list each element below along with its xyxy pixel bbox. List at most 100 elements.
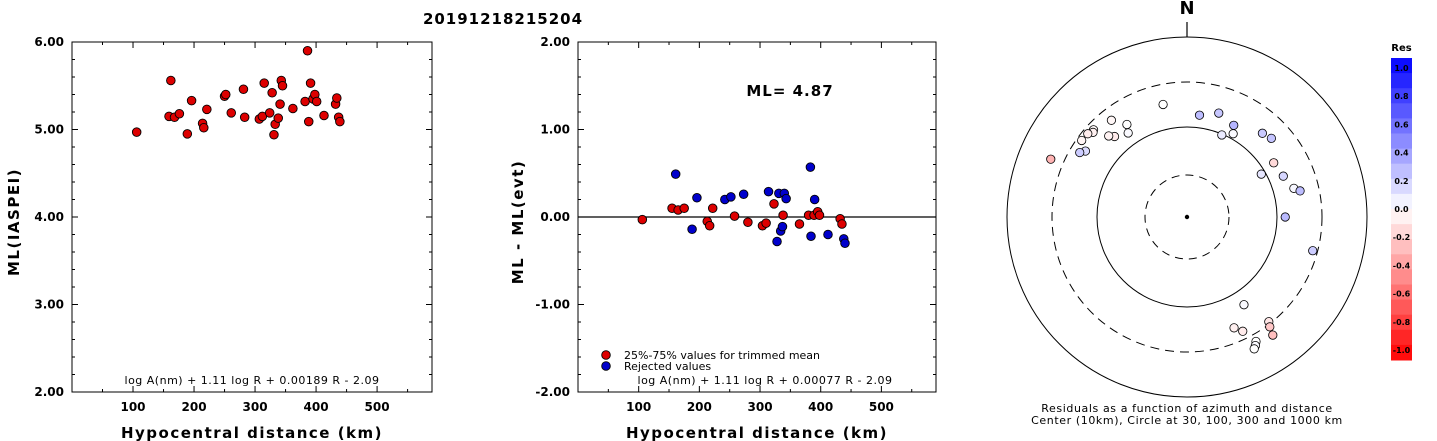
data-point bbox=[781, 193, 791, 204]
colorbar-segment bbox=[1391, 58, 1412, 74]
colorbar-tick-label: -1.0 bbox=[1393, 346, 1411, 355]
data-point bbox=[707, 203, 718, 213]
station-point bbox=[1106, 115, 1117, 125]
station-point bbox=[1229, 120, 1239, 130]
data-point bbox=[726, 192, 736, 202]
y-tick-label: 0.00 bbox=[540, 210, 570, 224]
ring-100km bbox=[1096, 126, 1278, 308]
data-point bbox=[687, 224, 697, 234]
data-point bbox=[743, 217, 753, 227]
colorbar-segment bbox=[1391, 118, 1412, 134]
station-point bbox=[1217, 130, 1227, 140]
data-point bbox=[761, 218, 771, 228]
station-point bbox=[1075, 147, 1085, 158]
ml-residual-panel: 100 200 300 400 500 -2.00 -1.00 0.00 1.00 2.00 Hyp… bbox=[509, 35, 937, 441]
data-point bbox=[332, 93, 342, 103]
data-point bbox=[794, 219, 805, 229]
caption-line-2: Center (10km), Circle at 30, 100, 300 an… bbox=[1031, 414, 1343, 427]
data-point bbox=[269, 129, 279, 140]
colorbar-tick-label: -0.4 bbox=[1393, 261, 1411, 270]
y-axis-label: ML(IASPEI) bbox=[5, 168, 23, 276]
x-tick-label: 100 bbox=[626, 400, 651, 414]
data-point bbox=[199, 122, 209, 133]
colorbar-tick-label: 0.4 bbox=[1394, 149, 1409, 158]
colorbar-segment bbox=[1391, 209, 1412, 225]
data-point bbox=[238, 84, 249, 94]
data-point bbox=[738, 189, 749, 199]
station-point bbox=[1123, 128, 1133, 138]
data-point bbox=[777, 221, 788, 232]
station-point bbox=[1104, 131, 1114, 141]
colorbar-segment bbox=[1391, 299, 1412, 316]
data-point bbox=[303, 116, 314, 127]
data-point bbox=[704, 220, 715, 231]
colorbar-tick-label: 0.0 bbox=[1394, 205, 1409, 214]
caption-line-1: Residuals as a function of azimuth and d… bbox=[1041, 402, 1332, 415]
colorbar-tick-label: 1.0 bbox=[1394, 64, 1409, 73]
station-point bbox=[1308, 246, 1318, 256]
colorbar-segment bbox=[1391, 178, 1412, 195]
colorbar-segment bbox=[1391, 344, 1412, 361]
x-tick-label: 400 bbox=[304, 400, 329, 414]
x-tick-label: 200 bbox=[687, 400, 712, 414]
figure-title: 20191218215204 bbox=[423, 10, 583, 28]
station-point bbox=[1268, 330, 1278, 340]
station-point bbox=[1269, 158, 1279, 168]
colorbar-segment bbox=[1391, 269, 1412, 285]
station-point bbox=[1228, 129, 1238, 139]
data-point bbox=[226, 108, 237, 118]
colorbar-segment bbox=[1391, 73, 1412, 89]
attenuation-formula: log A(nm) + 1.11 log R + 0.00189 R - 2.0… bbox=[125, 374, 380, 387]
ring-300km bbox=[1051, 81, 1323, 353]
station-point bbox=[1239, 300, 1249, 310]
legend-marker bbox=[601, 361, 611, 371]
colorbar-tick-label: 0.6 bbox=[1394, 120, 1409, 129]
data-point bbox=[174, 108, 185, 119]
colorbar-segment bbox=[1391, 284, 1412, 301]
colorbar-segment bbox=[1391, 239, 1412, 255]
x-tick-label: 500 bbox=[365, 400, 390, 414]
colorbar-title: Res bbox=[1391, 43, 1411, 54]
station-point bbox=[1122, 119, 1132, 130]
station-point bbox=[1295, 186, 1305, 196]
data-point bbox=[319, 110, 329, 121]
legend-label: 25%-75% values for trimmed mean bbox=[624, 349, 820, 362]
legend-marker bbox=[601, 350, 611, 360]
station-point bbox=[1083, 129, 1093, 139]
colorbar-segment bbox=[1391, 88, 1412, 104]
data-point bbox=[182, 129, 193, 139]
colorbar-segment bbox=[1391, 224, 1412, 240]
data-point bbox=[275, 99, 285, 109]
data-point bbox=[273, 113, 283, 123]
colorbar-segment bbox=[1391, 103, 1412, 119]
colorbar-segment bbox=[1391, 193, 1412, 210]
station-point bbox=[1046, 154, 1056, 164]
data-point bbox=[670, 169, 681, 179]
colorbar-segment bbox=[1391, 133, 1412, 150]
data-point bbox=[264, 108, 275, 118]
station-point bbox=[1249, 344, 1259, 354]
y-axis-label: ML - ML(evt) bbox=[509, 160, 527, 284]
colorbar-segment bbox=[1391, 254, 1412, 270]
data-point bbox=[679, 203, 689, 213]
data-point bbox=[259, 78, 269, 88]
station-point bbox=[1214, 108, 1224, 118]
ml-annotation: ML= 4.87 bbox=[746, 82, 833, 100]
colorbar-tick-label: -0.8 bbox=[1393, 318, 1411, 327]
station-point bbox=[1229, 323, 1239, 333]
data-point bbox=[806, 231, 816, 241]
data-point bbox=[186, 95, 197, 106]
data-point bbox=[300, 96, 310, 107]
station-point bbox=[1194, 110, 1205, 120]
y-tick-label: 1.00 bbox=[540, 123, 570, 137]
station-point bbox=[1278, 171, 1288, 181]
plot-frame bbox=[71, 41, 433, 393]
ml-iaspei-panel: 100 200 300 400 500 2.00 3.00 4.00 5.00 6.00 Hypoc… bbox=[5, 35, 433, 441]
colorbar-tick-label: 0.2 bbox=[1394, 177, 1408, 186]
data-point bbox=[277, 80, 288, 91]
y-tick-label: -1.00 bbox=[535, 298, 570, 312]
data-point bbox=[267, 87, 277, 98]
legend-label: Rejected values bbox=[624, 360, 711, 373]
data-point bbox=[809, 194, 820, 205]
